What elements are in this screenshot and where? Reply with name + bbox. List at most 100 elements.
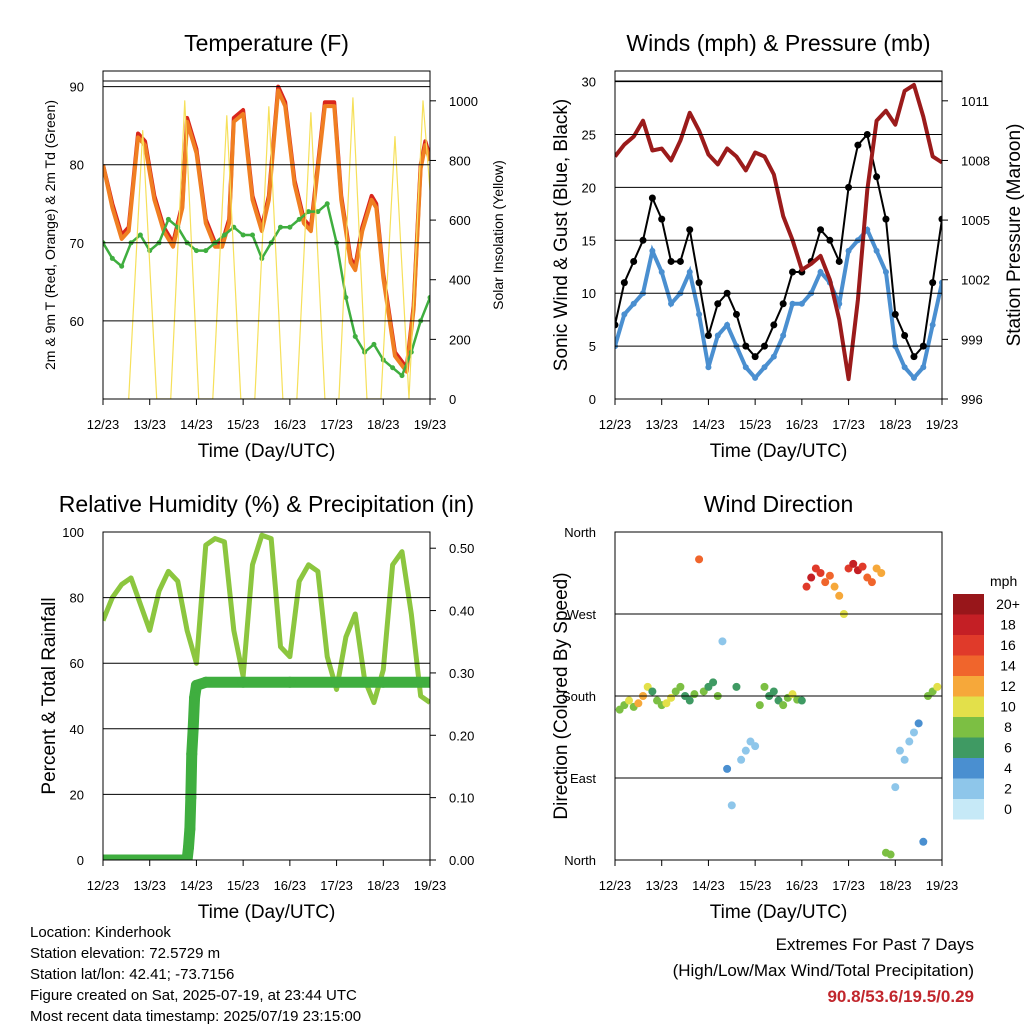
dewpoint-point (278, 224, 284, 230)
x-tick-label: 16/23 (786, 878, 819, 893)
y-tick-label: 20 (70, 787, 84, 802)
extremes-block: Extremes For Past 7 Days (High/Low/Max W… (673, 932, 974, 1010)
direction-point (821, 578, 830, 587)
direction-point (723, 764, 732, 773)
precip-point (424, 676, 430, 688)
winds-title: Winds (mph) & Pressure (mb) (626, 30, 930, 56)
dewpoint-point (315, 209, 321, 215)
direction-point (648, 687, 657, 696)
direction-point (825, 571, 834, 580)
y-tick-label: 20 (582, 180, 596, 195)
x-tick-label: 18/23 (879, 878, 912, 893)
station-latlon: Station lat/lon: 42.41; -73.7156 (30, 966, 235, 983)
colorbar-swatch (953, 676, 984, 697)
precip-point (120, 854, 132, 860)
winds-frame (614, 70, 943, 400)
y-tick-label: 80 (70, 158, 84, 173)
extremes-subtitle: (High/Low/Max Wind/Total Precipitation) (672, 961, 974, 980)
x-tick-label: 18/23 (879, 417, 912, 432)
x-tick-label: 14/23 (180, 417, 213, 432)
y2-tick-label: 1011 (961, 94, 989, 109)
x-tick-label: 14/23 (692, 417, 725, 432)
temperature-frame (102, 70, 431, 400)
y2-tick-label: 600 (449, 213, 471, 228)
y-tick-label: 30 (582, 75, 596, 90)
x-tick-label: 15/23 (739, 878, 772, 893)
direction-point (849, 559, 858, 568)
recent-timestamp: Most recent data timestamp: 2025/07/19 2… (30, 1008, 362, 1025)
x-tick-label: 19/23 (414, 417, 447, 432)
temperature-plot-area (103, 84, 430, 399)
dewpoint-point (165, 216, 171, 222)
direction-point (816, 569, 825, 577)
direction-point (830, 582, 839, 591)
y2-tick-label: 1005 (961, 213, 990, 228)
y-tick-label: 80 (70, 591, 84, 606)
direction-plot-area (615, 555, 942, 859)
dewpoint-point (147, 248, 153, 254)
x-tick-label: 15/23 (227, 417, 260, 432)
dewpoint-point (221, 232, 227, 238)
colorbar-swatch (953, 799, 984, 820)
winds-xlabel: Time (Day/UTC) (710, 441, 848, 462)
direction-point (909, 728, 918, 737)
direction-point (779, 701, 788, 710)
direction-point (891, 783, 900, 792)
colorbar-swatch (953, 717, 984, 738)
y2-tick-label: 1008 (961, 153, 990, 168)
x-tick-label: 16/23 (274, 878, 307, 893)
extremes-values: 90.8/53.6/19.5/0.29 (827, 987, 974, 1006)
precip-point (144, 854, 156, 860)
station-elevation: Station elevation: 72.5729 m (30, 945, 221, 962)
direction-point (919, 837, 928, 846)
direction-title: Wind Direction (704, 491, 854, 517)
direction-point (900, 755, 909, 764)
direction-point (802, 582, 811, 591)
y2-tick-label: 0.40 (449, 604, 474, 619)
x-tick-label: 19/23 (414, 878, 447, 893)
precip-point (331, 676, 343, 688)
y-tick-label: North (564, 853, 596, 868)
precip-point (189, 692, 201, 704)
direction-point (676, 682, 685, 691)
y2-tick-label: 0.50 (449, 541, 474, 556)
x-tick-label: 17/23 (320, 417, 353, 432)
temperature-chart: Temperature (F) 60 70 80 90 0 200 400 600 800 1000… (42, 30, 506, 462)
y2-tick-label: 1000 (449, 94, 478, 109)
direction-point (895, 746, 904, 755)
colorbar-label: 16 (1000, 637, 1016, 653)
x-tick-label: 13/23 (645, 417, 678, 432)
colorbar-swatch (953, 737, 984, 758)
direction-point (807, 573, 816, 582)
dewpoint-point (203, 248, 209, 254)
direction-point (727, 801, 736, 810)
solar-series (128, 97, 430, 399)
x-tick-label: 17/23 (832, 417, 865, 432)
y-tick-label: 15 (582, 233, 596, 248)
x-tick-label: 18/23 (367, 417, 400, 432)
colorbar-label: 8 (1004, 719, 1012, 735)
y2-tick-label: 999 (961, 332, 983, 347)
dewpoint-point (240, 232, 246, 238)
colorbar-swatch (953, 758, 984, 779)
colorbar: mph 20+ 18 16 14 12 10 8 6 4 2 0 (953, 573, 1020, 820)
precip-point (184, 823, 196, 835)
y-tick-label: 5 (589, 339, 596, 354)
humidity-chart: Relative Humidity (%) & Precipitation (i… (39, 491, 474, 923)
y2-tick-label: 0.10 (449, 791, 474, 806)
colorbar-label: 20+ (996, 596, 1020, 612)
colorbar-label: 18 (1000, 617, 1016, 633)
direction-ylabel: Direction (Colored By Speed) (551, 572, 572, 819)
direction-point (741, 746, 750, 755)
x-tick-label: 19/23 (926, 878, 959, 893)
x-tick-label: 16/23 (786, 417, 819, 432)
direction-point (625, 696, 634, 705)
colorbar-label: 6 (1004, 740, 1012, 756)
dewpoint-point (390, 365, 396, 371)
y-tick-label: West (567, 607, 597, 622)
precip-point (185, 792, 197, 804)
2m-t-series (103, 84, 430, 370)
dewpoint-point (324, 201, 330, 207)
direction-point (667, 693, 676, 702)
extremes-title: Extremes For Past 7 Days (775, 935, 974, 954)
